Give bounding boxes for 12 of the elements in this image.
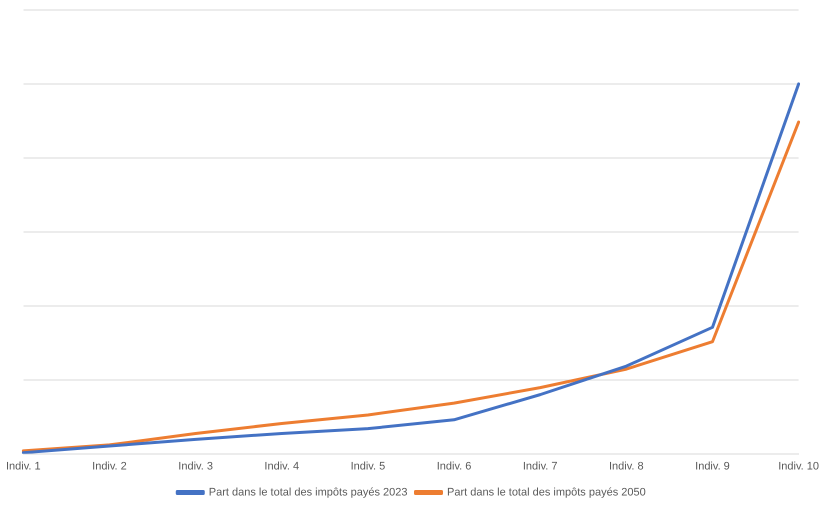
x-tick-label: Indiv. 5 bbox=[350, 460, 386, 472]
x-tick-label: Indiv. 8 bbox=[609, 460, 644, 472]
x-tick-label: Indiv. 6 bbox=[436, 460, 472, 472]
x-tick-label: Indiv. 2 bbox=[92, 460, 127, 472]
x-tick-label: Indiv. 7 bbox=[522, 460, 558, 472]
legend-label: Part dans le total des impôts payés 2023 bbox=[208, 486, 408, 499]
x-tick-label: Indiv. 10 bbox=[778, 460, 820, 472]
x-tick-label: Indiv. 3 bbox=[178, 460, 213, 472]
x-tick-label: Indiv. 1 bbox=[6, 460, 41, 472]
x-tick-label: Indiv. 4 bbox=[264, 460, 300, 472]
x-tick-label: Indiv. 9 bbox=[695, 460, 730, 472]
legend-label: Part dans le total des impôts payés 2050 bbox=[447, 486, 646, 499]
